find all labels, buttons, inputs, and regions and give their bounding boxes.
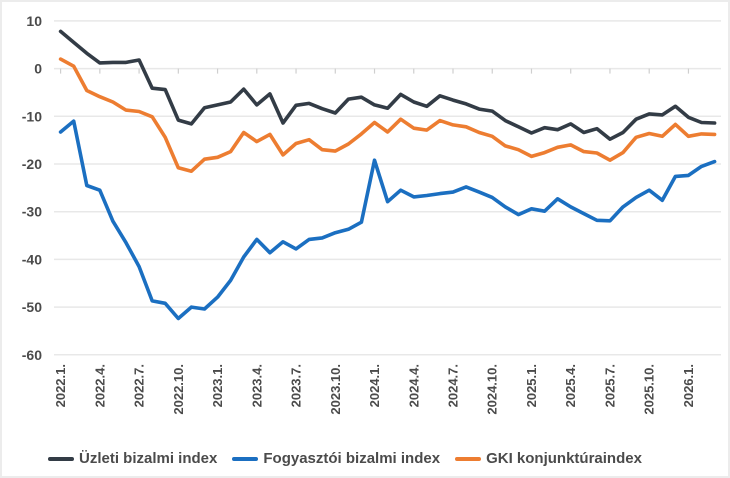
legend-label-gki: GKI konjunktúraindex	[486, 450, 642, 467]
x-axis-label: 2025.4.	[563, 364, 578, 407]
y-axis-label: -40	[22, 251, 42, 267]
x-axis-label: 2024.7.	[446, 364, 461, 407]
x-axis-label: 2024.4.	[406, 364, 421, 407]
line-chart: 10 0 -10 -20 -30 -40 -50 -60 2022.1. 2022.4. 2022.…	[22, 13, 721, 415]
x-axis-label: 2022.10.	[171, 364, 186, 415]
legend-swatch-consumer	[232, 456, 259, 461]
x-axis-label: 2022.1.	[53, 364, 68, 407]
series-line-1	[58, 119, 717, 321]
legend-swatch-business	[48, 456, 74, 461]
x-axis-label: 2026.1.	[681, 364, 696, 407]
y-axis-label: -50	[22, 299, 42, 315]
y-axis-label: 10	[26, 13, 42, 29]
y-axis-label: -60	[22, 347, 42, 363]
x-axis-label: 2024.1.	[367, 364, 382, 407]
legend-label-consumer: Fogyasztói bizalmi index	[263, 450, 441, 467]
x-axis-label: 2023.7.	[289, 364, 304, 407]
x-axis-label: 2022.7.	[132, 364, 147, 407]
x-axis-label: 2025.7.	[602, 364, 617, 407]
y-axis-label: -30	[22, 204, 42, 220]
x-axis-label: 2025.10.	[642, 364, 657, 415]
legend-label-business: Üzleti bizalmi index	[79, 450, 218, 467]
legend-item-business: Üzleti bizalmi index	[48, 450, 217, 467]
legend-swatch-gki	[455, 456, 482, 461]
x-axis-label: 2023.1.	[210, 364, 225, 407]
y-axis-label: -10	[22, 108, 42, 124]
series-line-2	[58, 57, 717, 173]
x-axis-label: 2022.4.	[92, 364, 107, 407]
legend: Üzleti bizalmi index Fogyasztói bizalmi …	[48, 450, 642, 467]
series-line-0	[58, 29, 717, 141]
legend-item-consumer: Fogyasztói bizalmi index	[232, 450, 440, 467]
y-axis-label: 0	[34, 61, 42, 77]
x-axis-label: 2023.10.	[328, 364, 343, 415]
x-axis-label: 2024.10.	[485, 364, 500, 415]
x-axis-label: 2023.4.	[249, 364, 264, 407]
y-axis-label: -20	[22, 156, 42, 172]
legend-item-gki: GKI konjunktúraindex	[455, 450, 642, 467]
x-axis-label: 2025.1.	[524, 364, 539, 407]
